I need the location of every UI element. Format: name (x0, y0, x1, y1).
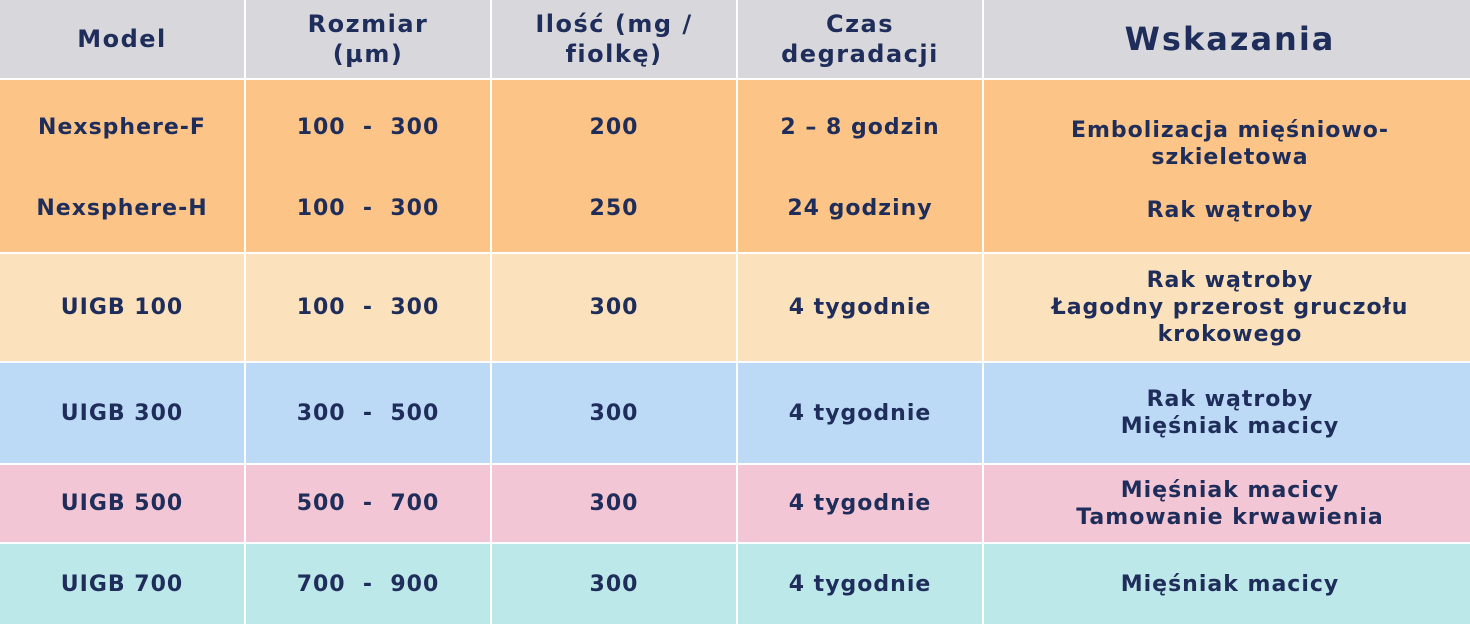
header-indications: Wskazania (984, 0, 1470, 78)
model-uigb-500-label: UIGB 500 (60, 491, 184, 516)
model-uigb-700-label: UIGB 700 (60, 571, 184, 597)
indication-nexsphere-f-line2: szkieletowa (1151, 144, 1309, 170)
time-uigb-100: 4 tygodnie (738, 254, 982, 361)
time-uigb-300: 4 tygodnie (738, 363, 982, 463)
model-nexsphere-f: Nexsphere-F (38, 115, 206, 140)
size-uigb-700-label: 700 - 900 (296, 571, 440, 597)
header-size-line2: (µm) (332, 40, 404, 68)
amount-uigb-300: 300 (492, 363, 736, 463)
indications-uigb-500: Mięśniak macicy Tamowanie krwawienia (984, 465, 1470, 542)
size-nexsphere-h: 100 - 300 (296, 196, 440, 221)
nexsphere-amount-cell: 200 250 (492, 80, 736, 252)
nexsphere-size-cell: 100 - 300 100 - 300 (246, 80, 490, 252)
indications-uigb-700: Mięśniak macicy (984, 544, 1470, 624)
indications-uigb-100: Rak wątroby Łagodny przerost gruczołu kr… (984, 254, 1470, 361)
nexsphere-time-cell: 2 – 8 godzin 24 godziny (738, 80, 982, 252)
header-model: Model (0, 0, 244, 78)
model-uigb-100-label: UIGB 100 (60, 295, 184, 320)
size-uigb-700: 700 - 900 (246, 544, 490, 624)
nexsphere-indications-cell: Embolizacja mięśniowo- szkieletowa Rak w… (984, 80, 1470, 252)
model-uigb-300: UIGB 300 (0, 363, 244, 463)
indication-uigb-500-line1: Mięśniak macicy (1120, 477, 1340, 503)
time-uigb-500: 4 tygodnie (738, 465, 982, 542)
model-uigb-700: UIGB 700 (0, 544, 244, 624)
indication-uigb-700-line1: Mięśniak macicy (1120, 571, 1340, 597)
amount-nexsphere-h: 250 (589, 196, 639, 221)
size-uigb-500-label: 500 - 700 (296, 491, 440, 516)
indication-nexsphere-f-line1: Embolizacja mięśniowo- (1070, 117, 1389, 143)
amount-uigb-500-label: 300 (589, 491, 639, 516)
time-uigb-700-label: 4 tygodnie (788, 571, 932, 597)
model-uigb-300-label: UIGB 300 (60, 400, 184, 426)
header-degradation-time: Czas degradacji (738, 0, 982, 78)
header-amount: Ilość (mg / fiolkę) (492, 0, 736, 78)
amount-uigb-100-label: 300 (589, 295, 639, 320)
time-uigb-500-label: 4 tygodnie (788, 491, 932, 516)
time-nexsphere-h: 24 godziny (787, 196, 933, 221)
time-nexsphere-f: 2 – 8 godzin (780, 115, 940, 140)
indication-uigb-300-line2: Mięśniak macicy (1120, 414, 1340, 439)
indication-uigb-300-line1: Rak wątroby (1146, 387, 1314, 412)
header-model-label: Model (77, 25, 167, 53)
amount-nexsphere-f: 200 (589, 115, 639, 140)
size-uigb-300: 300 - 500 (246, 363, 490, 463)
size-uigb-500: 500 - 700 (246, 465, 490, 542)
amount-uigb-300-label: 300 (589, 400, 639, 426)
indication-uigb-100-line2: Łagodny przerost gruczołu (1051, 295, 1409, 320)
header-indications-label: Wskazania (1124, 20, 1336, 58)
indication-uigb-100-line1: Rak wątroby (1146, 268, 1314, 293)
amount-uigb-700-label: 300 (589, 571, 639, 597)
model-uigb-100: UIGB 100 (0, 254, 244, 361)
time-uigb-700: 4 tygodnie (738, 544, 982, 624)
size-uigb-300-label: 300 - 500 (296, 400, 440, 426)
model-uigb-500: UIGB 500 (0, 465, 244, 542)
indication-uigb-100-line3: krokowego (1157, 322, 1303, 347)
nexsphere-model-cell: Nexsphere-F Nexsphere-H (0, 80, 244, 252)
header-amount-line2: fiolkę) (565, 40, 663, 68)
time-uigb-300-label: 4 tygodnie (788, 400, 932, 426)
indication-nexsphere-h: Rak wątroby (1146, 197, 1314, 223)
size-nexsphere-f: 100 - 300 (296, 115, 440, 140)
amount-uigb-500: 300 (492, 465, 736, 542)
model-nexsphere-h: Nexsphere-H (36, 196, 208, 221)
header-amount-line1: Ilość (mg / (535, 10, 693, 38)
amount-uigb-700: 300 (492, 544, 736, 624)
size-uigb-100: 100 - 300 (246, 254, 490, 361)
header-time-line1: Czas (825, 10, 895, 38)
amount-uigb-100: 300 (492, 254, 736, 361)
header-time-line2: degradacji (781, 40, 939, 68)
indication-uigb-500-line2: Tamowanie krwawienia (1076, 504, 1384, 530)
time-uigb-100-label: 4 tygodnie (788, 295, 932, 320)
header-size: Rozmiar (µm) (246, 0, 490, 78)
header-size-line1: Rozmiar (307, 10, 429, 38)
size-uigb-100-label: 100 - 300 (296, 295, 440, 320)
indications-uigb-300: Rak wątroby Mięśniak macicy (984, 363, 1470, 463)
